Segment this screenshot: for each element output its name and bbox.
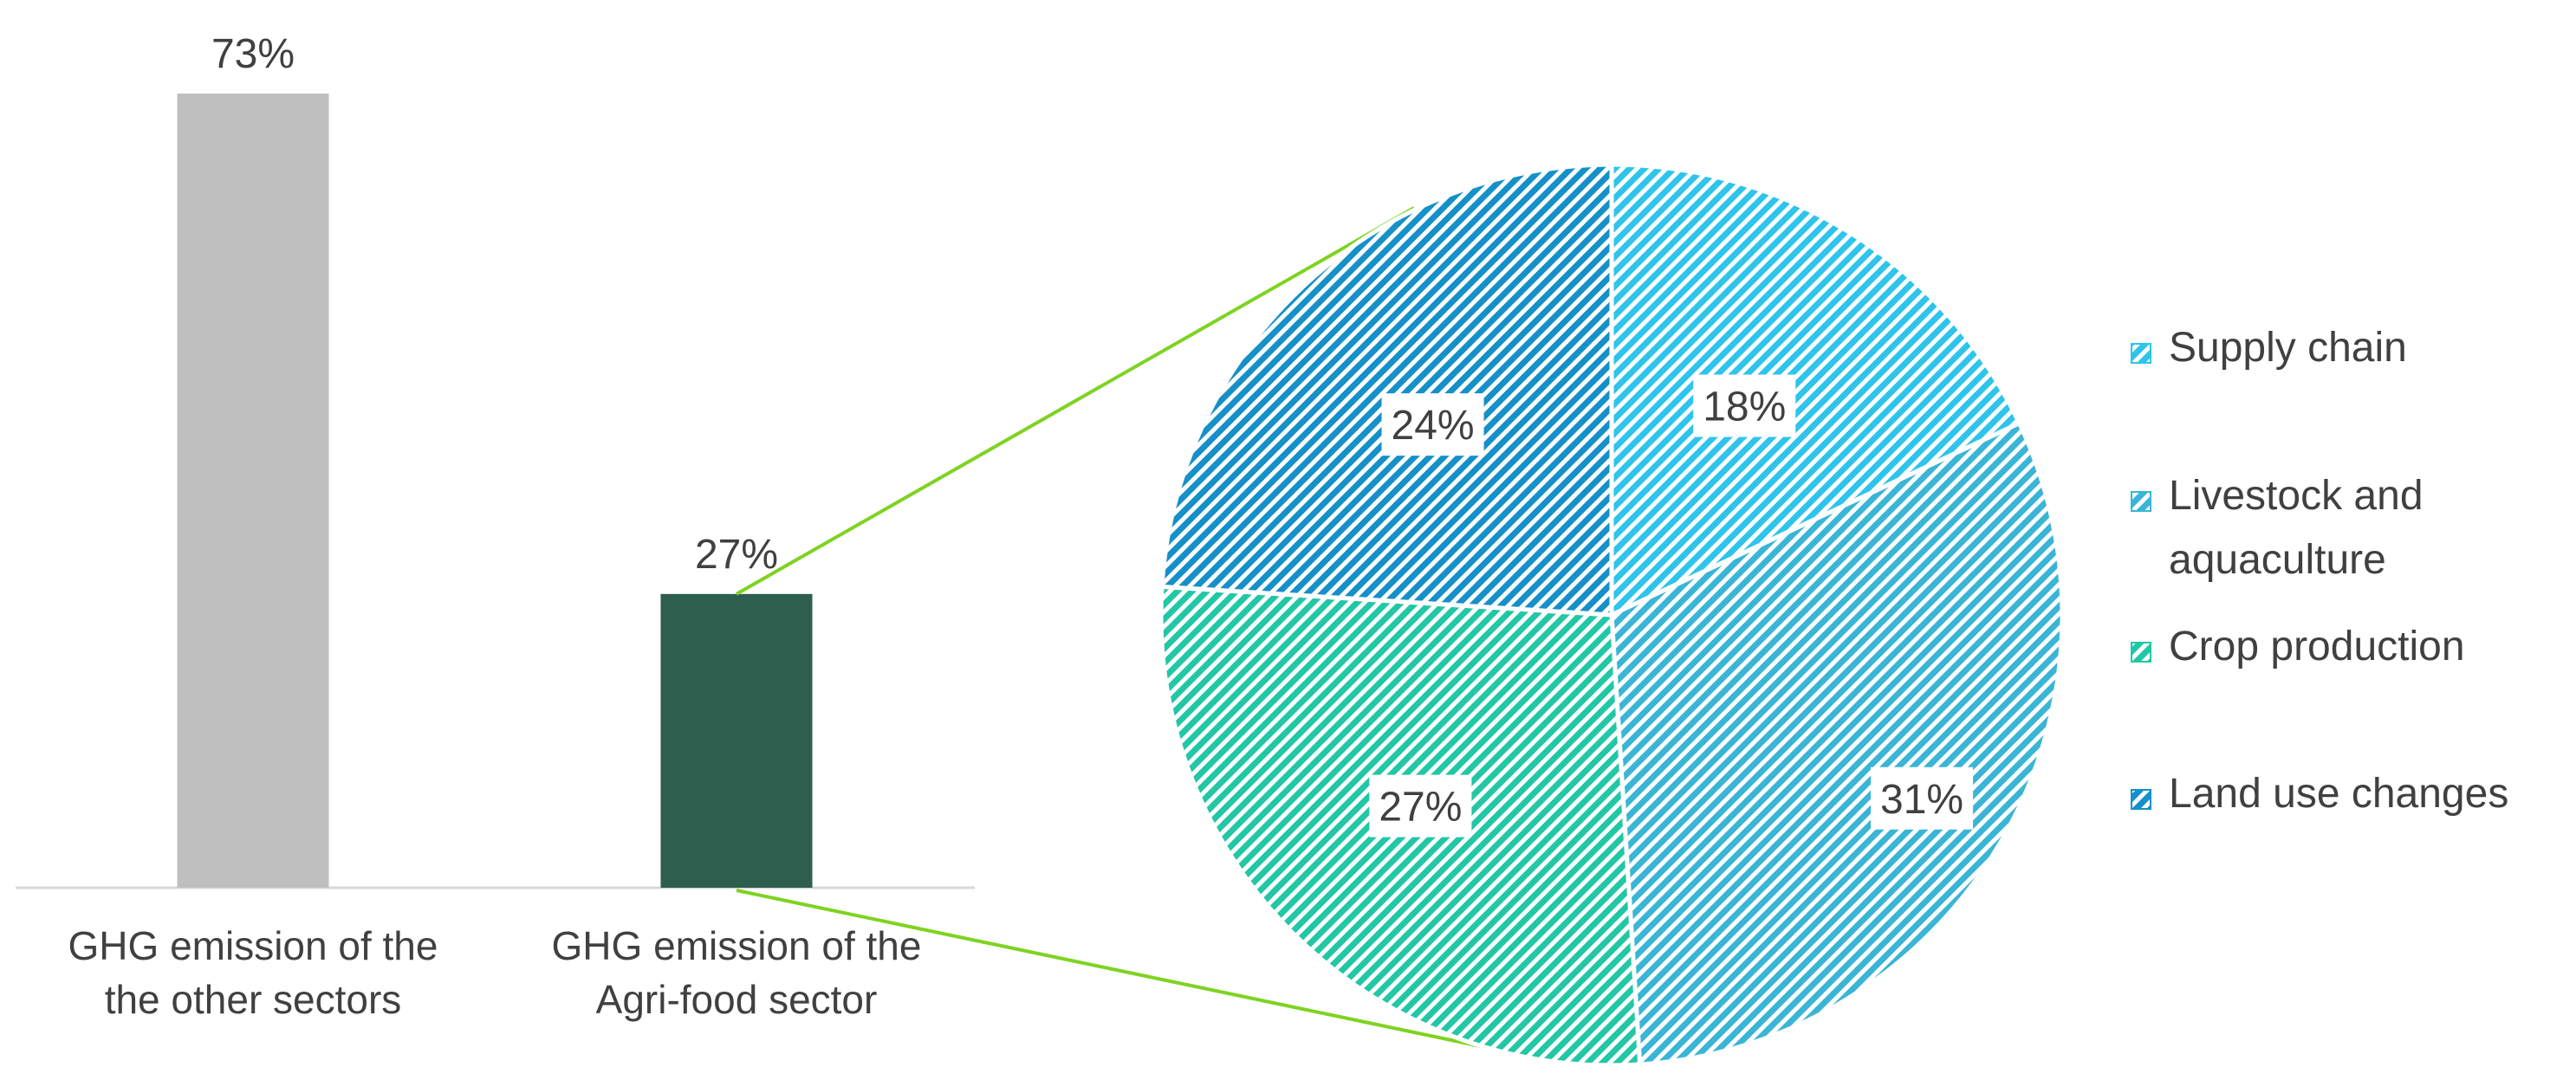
category-label-1-1: Agri-food sector xyxy=(596,977,878,1022)
slice-label-bg-1 xyxy=(1871,766,1974,830)
category-label-0-0: GHG emission of the xyxy=(68,923,438,968)
legend-swatch-2 xyxy=(2131,642,2151,663)
category-label-0-1: the other sectors xyxy=(105,977,402,1022)
pie-slice-0 xyxy=(1609,162,2022,618)
connector-line-top xyxy=(736,206,1415,596)
bar-1 xyxy=(660,593,813,888)
slice-value-label-0: 18% xyxy=(1703,385,1786,430)
legend-swatch-3 xyxy=(2131,789,2151,810)
legend-swatch-0 xyxy=(2131,343,2151,364)
legend-label-1-1: aquaculture xyxy=(2169,537,2386,583)
bar-chart: 73% GHG emission of the the other sectors 2… xyxy=(16,31,975,1022)
legend-label-2: Crop production xyxy=(2169,624,2465,669)
pie-legend: Supply chain Livestock and aquaculture Crop… xyxy=(2131,325,2508,817)
bar-0 xyxy=(177,94,329,888)
slice-label-bg-3 xyxy=(1381,393,1484,456)
category-label-1-0: GHG emission of the xyxy=(552,923,922,968)
bar-value-label-0: 73% xyxy=(211,31,295,77)
bar-value-label-1: 27% xyxy=(695,532,778,578)
legend-swatch-1 xyxy=(2131,491,2151,512)
slice-label-bg-2 xyxy=(1369,774,1472,837)
slice-value-label-2: 27% xyxy=(1379,785,1462,831)
slice-value-label-3: 24% xyxy=(1392,403,1475,449)
connector-line-bottom xyxy=(736,889,1489,1050)
slice-value-label-1: 31% xyxy=(1880,777,1963,823)
pie-slice-3 xyxy=(1159,162,1614,618)
pie-chart: 18% 31% 27% 24% xyxy=(1158,162,2065,1068)
slice-label-bg-0 xyxy=(1693,374,1796,437)
legend-label-0: Supply chain xyxy=(2169,325,2407,371)
zoom-connectors xyxy=(736,206,1489,1050)
legend-label-3: Land use changes xyxy=(2169,771,2508,817)
pie-slice-1 xyxy=(1609,420,2065,1067)
legend-label-1-0: Livestock and xyxy=(2169,473,2424,519)
